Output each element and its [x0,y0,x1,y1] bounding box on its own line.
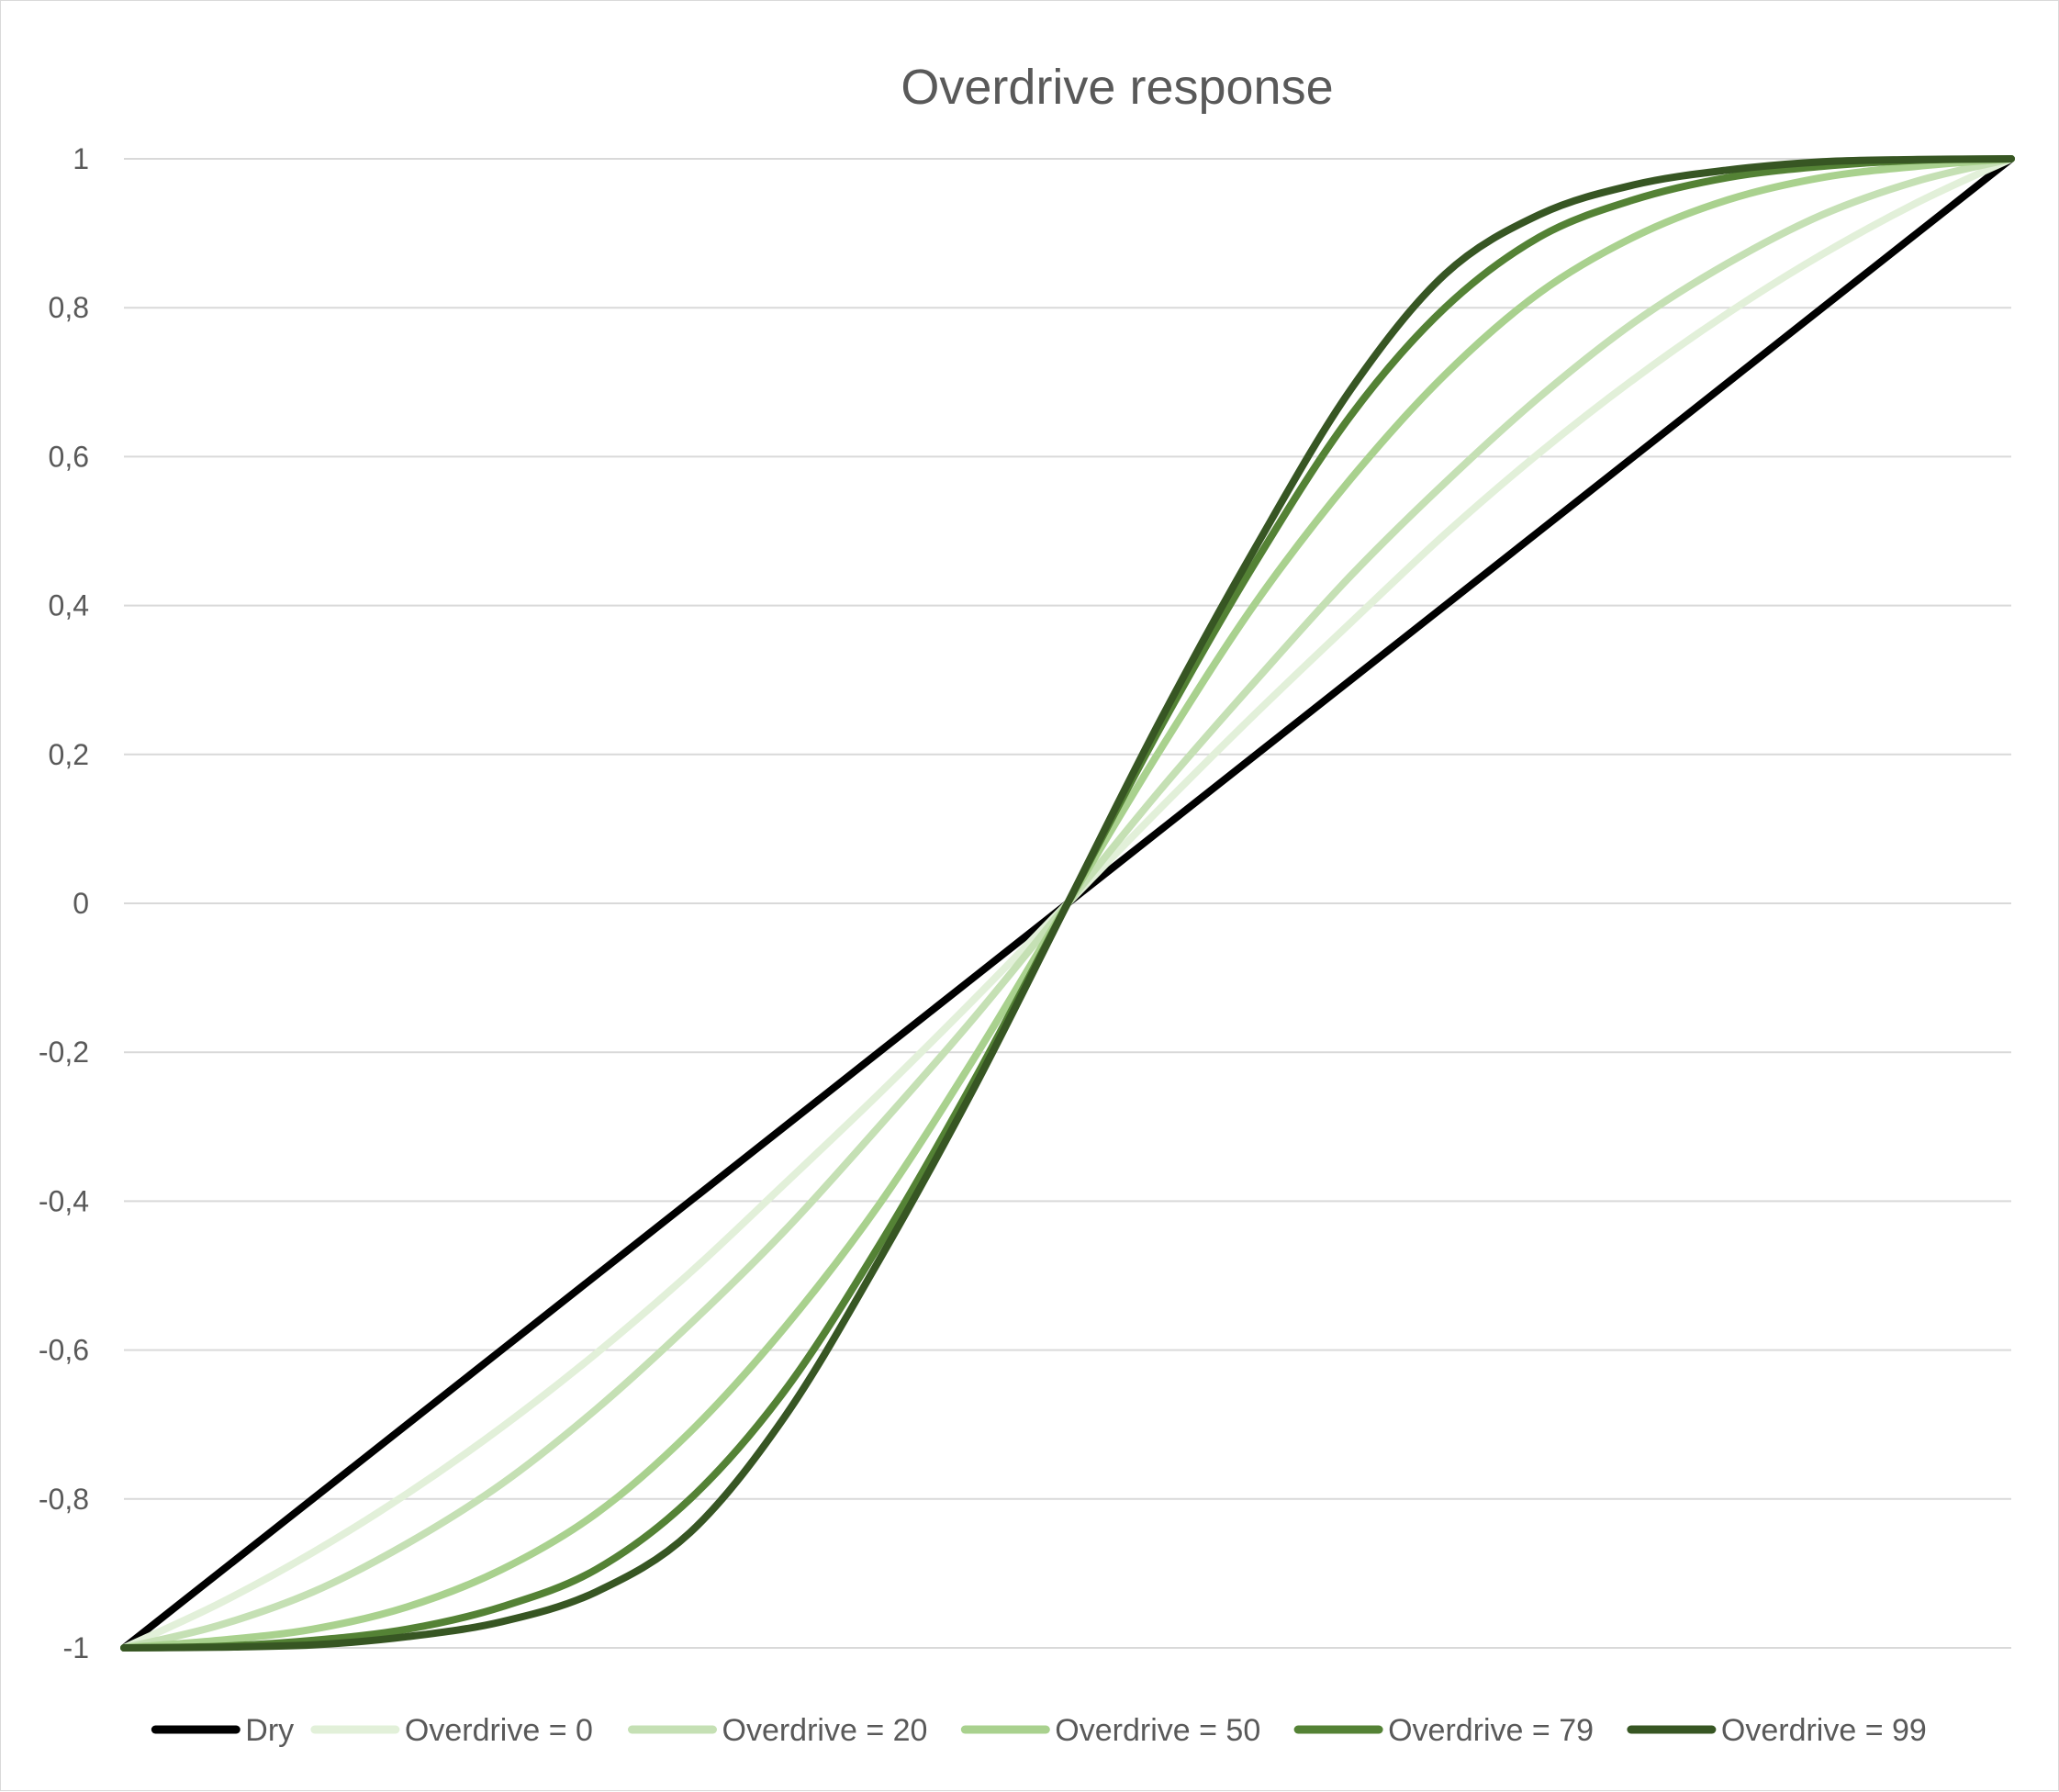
legend-label: Overdrive = 99 [1721,1713,1927,1748]
y-axis-tick-labels: 1 0,8 0,6 0,4 0,2 0 -0,2 -0,4 -0,6 -0,8 -1 [39,142,89,1664]
legend-label: Overdrive = 50 [1055,1713,1260,1748]
legend-label: Overdrive = 79 [1388,1713,1594,1748]
legend-label: Overdrive = 0 [405,1713,593,1748]
legend: Dry Overdrive = 0 Overdrive = 20 Overdrive … [151,1713,1927,1748]
y-tick-label: -0,8 [39,1483,89,1516]
y-tick-label: 0,6 [49,440,89,473]
y-tick-label: -0,4 [39,1184,89,1217]
legend-label: Overdrive = 20 [722,1713,928,1748]
y-tick-label: 0 [73,887,89,920]
y-tick-label: -0,2 [39,1036,89,1069]
legend-label: Dry [245,1713,294,1748]
y-tick-label: 0,8 [49,291,89,324]
y-tick-label: -1 [63,1631,89,1664]
series-lines [120,155,2015,1652]
series-line-5 [120,155,2015,1652]
y-tick-label: -0,6 [39,1334,89,1367]
chart-title: Overdrive response [901,60,1333,115]
y-tick-label: 0,4 [49,589,89,622]
y-tick-label: 1 [73,142,89,175]
y-tick-label: 0,2 [49,738,89,771]
